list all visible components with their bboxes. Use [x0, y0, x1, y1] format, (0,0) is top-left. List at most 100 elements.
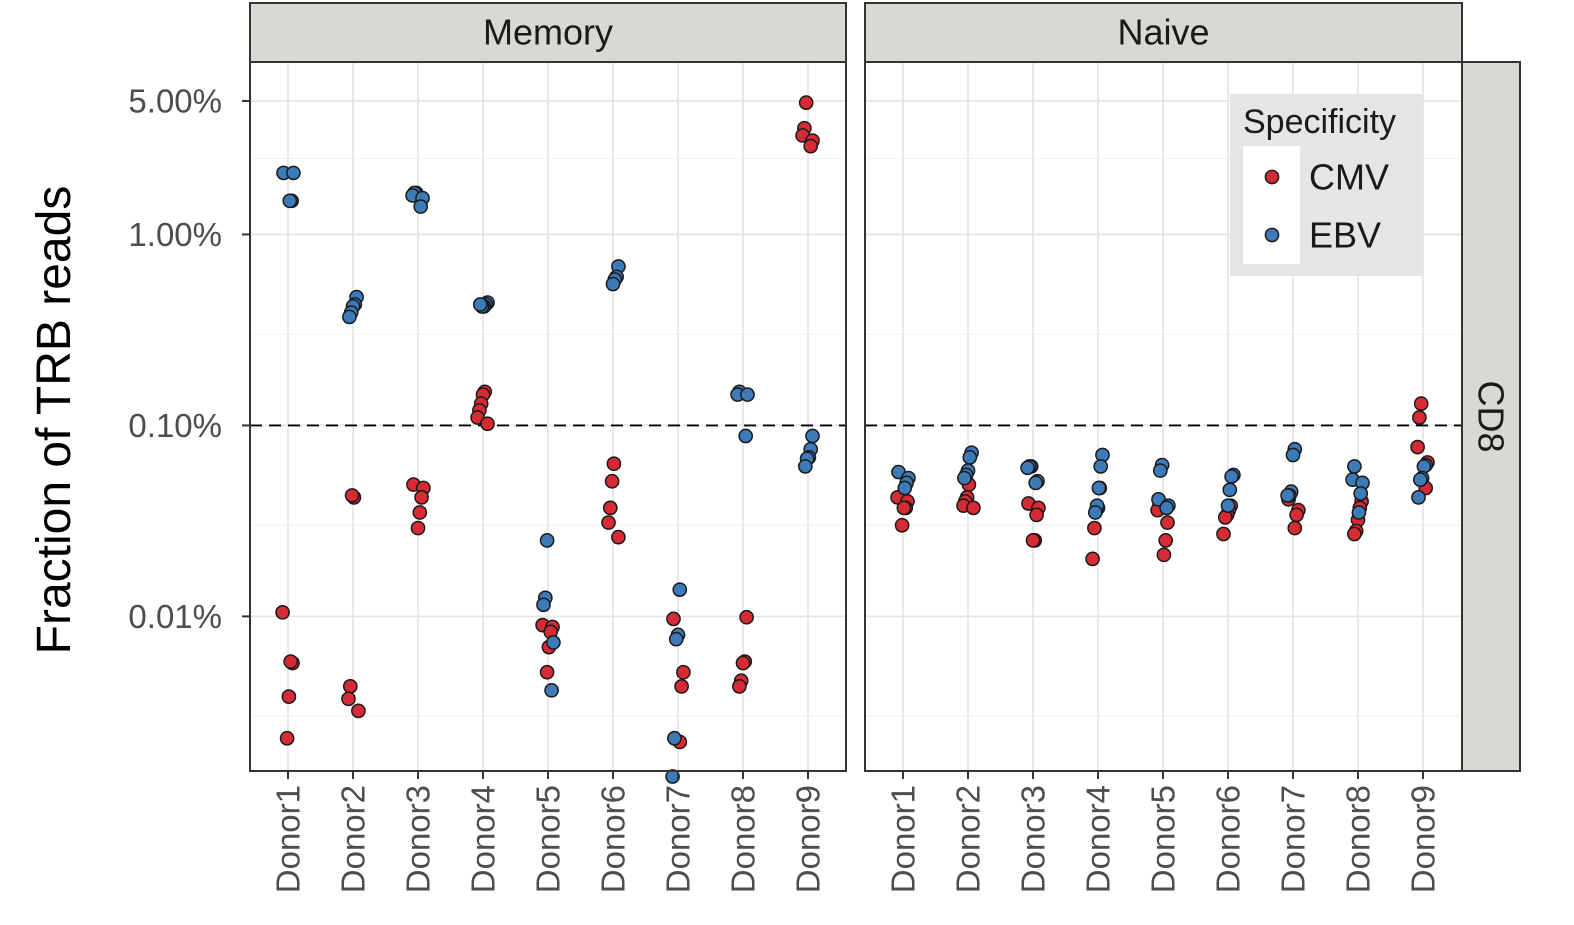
- y-tick-label: 0.01%: [128, 598, 222, 635]
- facet-strip-naive: Naive: [864, 2, 1463, 63]
- x-tick-label: Donor2: [950, 785, 987, 893]
- point-cmv: [1158, 533, 1174, 548]
- legend-label: EBV: [1309, 215, 1381, 256]
- point-ebv: [1093, 459, 1109, 474]
- point-cmv: [1216, 526, 1231, 542]
- y-tick-label: 0.10%: [128, 407, 222, 444]
- facet-label: Naive: [1117, 12, 1209, 53]
- point-ebv: [897, 480, 913, 496]
- point-cmv: [798, 95, 814, 111]
- point-cmv: [676, 664, 691, 680]
- point-cmv: [674, 679, 689, 694]
- legend-title: Specificity: [1243, 103, 1396, 141]
- point-ebv: [1087, 505, 1103, 520]
- point-cmv: [604, 473, 620, 489]
- point-ebv: [472, 297, 488, 312]
- point-ebv: [957, 470, 972, 486]
- x-tick-label: Donor4: [1080, 785, 1117, 893]
- point-cmv: [1085, 551, 1100, 567]
- point-cmv: [1287, 520, 1303, 536]
- point-cmv: [803, 138, 819, 154]
- point-ebv: [665, 769, 680, 784]
- point-ebv: [667, 730, 682, 746]
- point-cmv: [410, 520, 426, 536]
- point-cmv: [601, 515, 616, 530]
- point-ebv: [962, 450, 978, 465]
- point-cmv: [732, 679, 747, 694]
- point-ebv: [1028, 475, 1044, 491]
- point-cmv: [1289, 507, 1304, 523]
- point-ebv: [544, 682, 559, 698]
- point-ebv: [342, 309, 357, 325]
- x-tick-label: Donor2: [335, 785, 372, 893]
- point-cmv: [279, 730, 295, 746]
- point-ebv: [1280, 488, 1295, 503]
- x-tick-label: Donor8: [725, 785, 762, 893]
- point-cmv: [1413, 396, 1429, 412]
- point-cmv: [1160, 515, 1175, 530]
- legend-key-ebv: [1264, 227, 1280, 243]
- point-ebv: [286, 165, 301, 181]
- x-tick-label: Donor1: [885, 785, 922, 893]
- point-cmv: [666, 611, 681, 627]
- x-tick-label: Donor5: [530, 785, 567, 893]
- point-cmv: [1347, 526, 1362, 542]
- point-ebv: [1411, 490, 1426, 505]
- legend-key-background: [1243, 146, 1300, 264]
- point-cmv: [739, 609, 754, 625]
- strip-background: [249, 2, 847, 63]
- x-tick-label: Donor8: [1340, 785, 1377, 893]
- facet-strip-memory: Memory: [249, 2, 847, 63]
- point-ebv: [546, 635, 561, 650]
- point-ebv: [805, 428, 820, 444]
- legend-label: CMV: [1309, 157, 1389, 198]
- x-tick-label: Donor1: [270, 785, 307, 893]
- point-cmv: [1087, 520, 1102, 536]
- point-cmv: [894, 517, 910, 533]
- x-tick-label: Donor7: [660, 785, 697, 893]
- point-ebv: [1152, 463, 1168, 478]
- point-cmv: [283, 654, 299, 669]
- row-strip: CD8: [1461, 61, 1521, 772]
- point-cmv: [412, 505, 428, 520]
- point-ebv: [1091, 480, 1107, 496]
- point-cmv: [341, 691, 356, 707]
- point-cmv: [344, 488, 360, 503]
- point-ebv: [797, 459, 813, 474]
- point-ebv: [1224, 469, 1239, 484]
- point-cmv: [480, 416, 495, 432]
- point-ebv: [536, 597, 551, 613]
- point-cmv: [342, 679, 358, 694]
- y-axis-title: Fraction of TRB reads: [28, 186, 81, 655]
- y-tick-label: 5.00%: [128, 82, 222, 119]
- panel-memory: Donor1 Donor2 Donor3 Donor4 Donor5 Donor6 Dono…: [249, 61, 847, 893]
- x-tick-label: Donor6: [595, 785, 632, 893]
- y-tick-label: 1.00%: [128, 216, 222, 253]
- point-cmv: [611, 529, 626, 545]
- point-ebv: [738, 428, 754, 444]
- x-tick-label: Donor4: [465, 785, 502, 893]
- legend-key-cmv: [1264, 169, 1280, 185]
- points-memory: [275, 95, 820, 784]
- point-ebv: [668, 631, 684, 647]
- point-cmv: [896, 500, 912, 516]
- point-ebv: [1412, 472, 1428, 488]
- facet-label: Memory: [483, 12, 613, 53]
- x-tick-label: Donor3: [400, 785, 437, 893]
- point-cmv: [1412, 410, 1427, 425]
- x-tick-label: Donor6: [1210, 785, 1247, 893]
- point-ebv: [1159, 500, 1174, 516]
- point-ebv: [1347, 459, 1362, 474]
- point-cmv: [1156, 547, 1172, 563]
- point-cmv: [735, 655, 751, 671]
- point-cmv: [606, 456, 622, 472]
- points-naive: [890, 396, 1435, 567]
- point-ebv: [282, 193, 298, 209]
- x-tick-label: Donor9: [1405, 785, 1442, 893]
- point-cmv: [1410, 439, 1425, 455]
- y-axis: 5.00% 1.00% 0.10% 0.01%: [128, 82, 250, 635]
- point-ebv: [1351, 505, 1367, 520]
- row-strip-background: [1461, 61, 1521, 772]
- point-ebv: [605, 276, 621, 292]
